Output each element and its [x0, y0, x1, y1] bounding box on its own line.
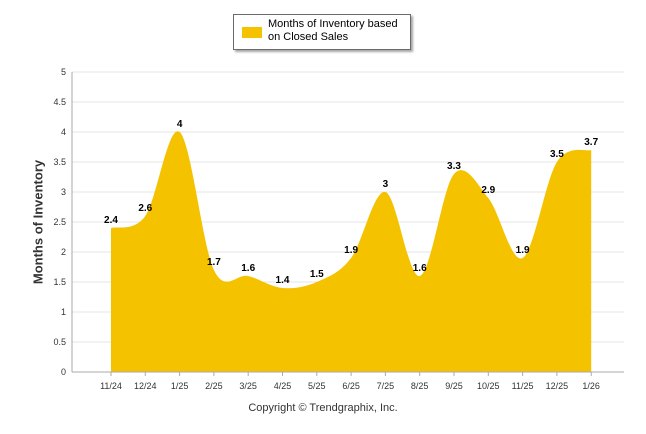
data-label: 1.9	[516, 245, 530, 256]
y-tick-label: 5	[61, 67, 66, 77]
y-tick-label: 1	[61, 307, 66, 317]
x-tick-label: 2/25	[205, 381, 223, 391]
data-label: 2.9	[481, 185, 495, 196]
x-tick-label: 4/25	[274, 381, 292, 391]
x-tick-label: 12/24	[134, 381, 157, 391]
data-label: 1.5	[310, 269, 324, 280]
data-label: 4	[177, 119, 183, 130]
y-tick-label: 0	[61, 367, 66, 377]
y-tick-label: 3.5	[53, 157, 66, 167]
area-series[interactable]	[111, 131, 592, 372]
data-label: 3	[383, 179, 389, 190]
data-label: 1.4	[276, 275, 290, 286]
data-label: 3.5	[550, 149, 564, 160]
x-tick-label: 3/25	[239, 381, 257, 391]
legend-label: Months of Inventory based on Closed Sale…	[268, 18, 398, 43]
x-tick-label: 5/25	[308, 381, 326, 391]
chart-legend[interactable]: Months of Inventory based on Closed Sale…	[233, 14, 411, 50]
data-label: 2.6	[138, 203, 152, 214]
data-label: 1.9	[344, 245, 358, 256]
x-tick-label: 1/26	[582, 381, 600, 391]
data-label: 1.6	[241, 263, 255, 274]
y-tick-label: 4.5	[53, 97, 66, 107]
y-axis-title: Months of Inventory	[30, 159, 46, 285]
y-tick-label: 4	[61, 127, 66, 137]
x-tick-label: 7/25	[377, 381, 395, 391]
data-label: 1.7	[207, 257, 221, 268]
data-label: 1.6	[413, 263, 427, 274]
x-tick-label: 10/25	[477, 381, 500, 391]
x-tick-label: 9/25	[445, 381, 463, 391]
x-tick-label: 1/25	[171, 381, 189, 391]
y-tick-label: 2.5	[53, 217, 66, 227]
data-label: 3.7	[584, 137, 598, 148]
x-tick-label: 12/25	[546, 381, 569, 391]
data-label: 3.3	[447, 161, 461, 172]
x-tick-label: 6/25	[342, 381, 360, 391]
x-tick-label: 11/24	[100, 381, 122, 391]
legend-swatch	[242, 27, 262, 38]
y-tick-label: 2	[61, 247, 66, 257]
data-label: 2.4	[104, 215, 118, 226]
x-tick-label: 8/25	[411, 381, 429, 391]
copyright-footer: Copyright © Trendgraphix, Inc.	[248, 402, 398, 414]
x-tick-label: 11/25	[512, 381, 534, 391]
y-tick-label: 1.5	[53, 277, 66, 287]
y-tick-label: 3	[61, 187, 66, 197]
y-tick-label: 0.5	[53, 337, 66, 347]
